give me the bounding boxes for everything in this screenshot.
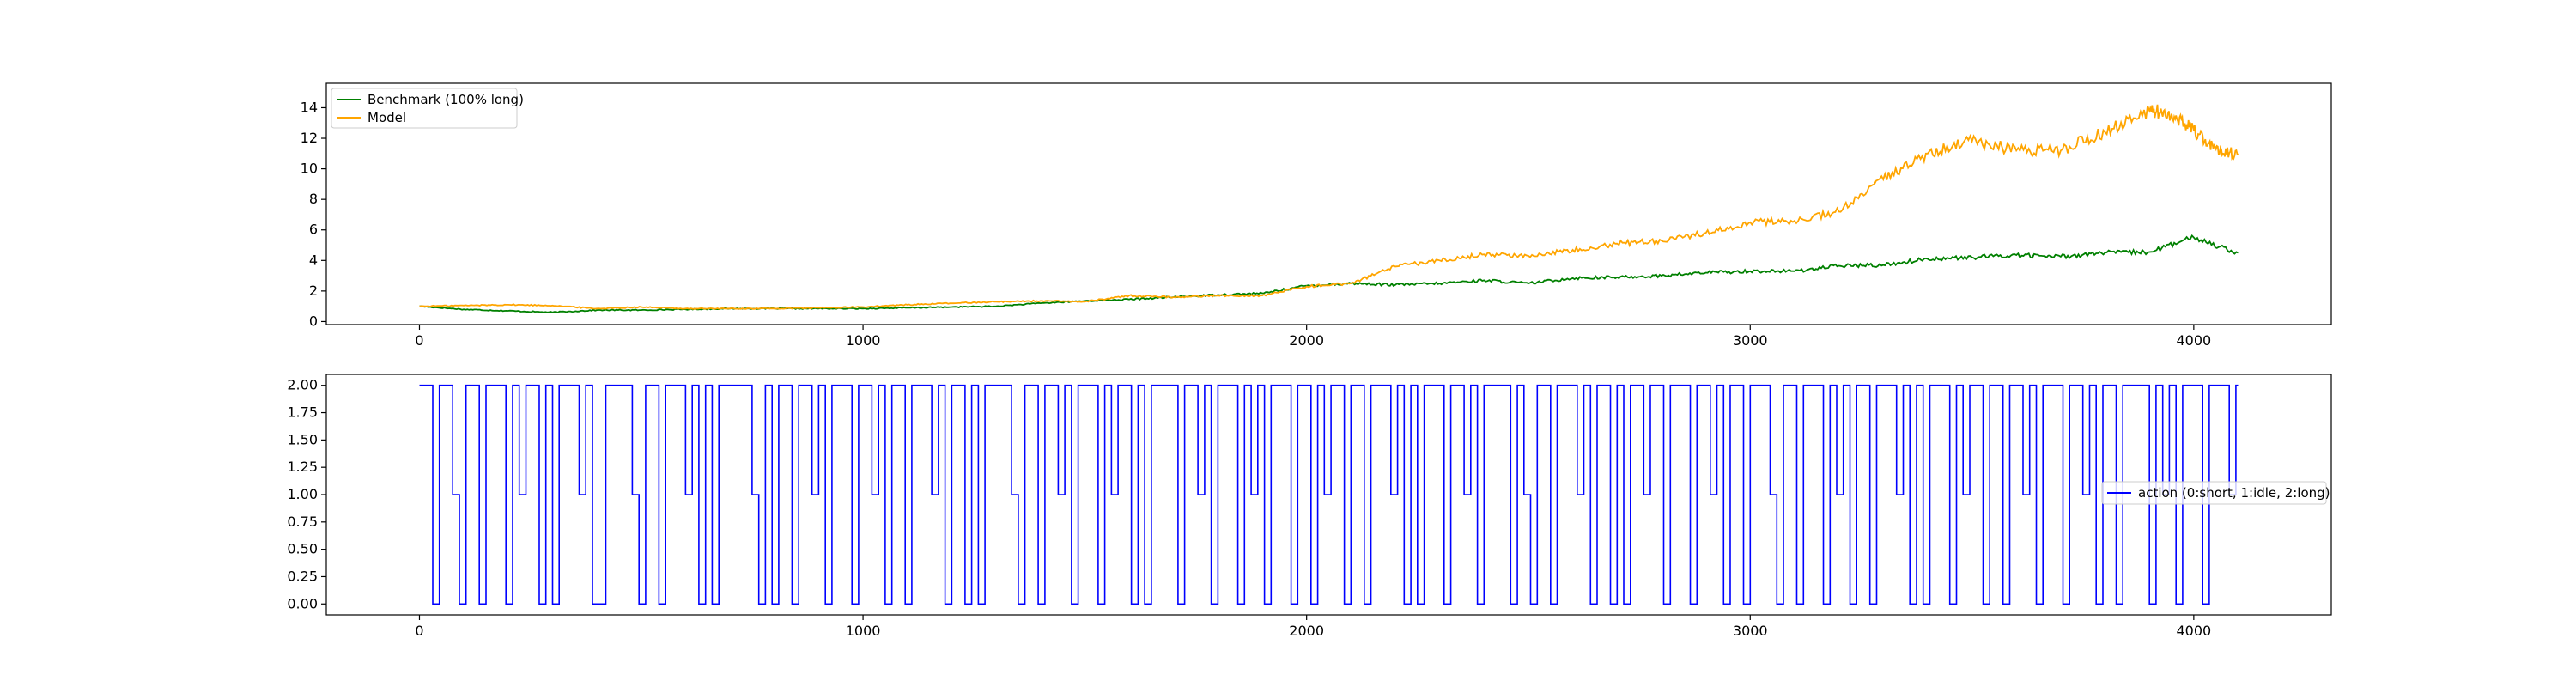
series-line-model (419, 104, 2239, 310)
y-tick-label: 14 (301, 99, 318, 115)
bottom-chart-legend: action (0:short, 1:idle, 2:long) (2101, 481, 2330, 505)
top-chart-y-axis: 0 2 4 6 8 10 12 14 (301, 99, 326, 329)
top-chart-legend: Benchmark (100% long) Model (331, 88, 524, 129)
y-tick-label: 1.25 (287, 459, 318, 475)
y-tick-label: 1.00 (287, 486, 318, 502)
series-line-action (419, 384, 2239, 605)
y-tick-label: 12 (301, 130, 318, 146)
top-chart-series (419, 104, 2239, 314)
x-tick-label: 0 (415, 623, 423, 639)
legend-label-benchmark: Benchmark (100% long) (368, 92, 524, 107)
top-legend-box (331, 88, 518, 129)
x-tick-label: 3000 (1733, 623, 1768, 639)
x-tick-label: 4000 (2176, 623, 2211, 639)
y-tick-label: 2 (309, 283, 318, 299)
x-tick-label: 4000 (2176, 332, 2211, 349)
y-tick-label: 1.75 (287, 404, 318, 421)
y-tick-label: 0 (309, 313, 318, 329)
y-tick-label: 8 (309, 191, 318, 207)
y-tick-label: 10 (301, 161, 318, 177)
legend-label-action: action (0:short, 1:idle, 2:long) (2138, 485, 2330, 501)
x-tick-label: 1000 (846, 623, 881, 639)
y-tick-label: 2.00 (287, 377, 318, 393)
top-chart-frame (325, 82, 2332, 325)
y-tick-label: 0.75 (287, 514, 318, 530)
bottom-chart-x-axis: 0 1000 2000 3000 4000 (415, 615, 2211, 639)
top-chart-x-axis: 0 1000 2000 3000 4000 (415, 325, 2211, 349)
bottom-action-chart: 0 1000 2000 3000 4000 0.00 0.25 0.50 0.75 1.00 1.… (287, 374, 2332, 639)
y-tick-label: 6 (309, 222, 318, 238)
legend-label-model: Model (368, 110, 406, 125)
y-tick-label: 0.00 (287, 595, 318, 611)
x-tick-label: 0 (415, 332, 423, 349)
bottom-chart-y-axis: 0.00 0.25 0.50 0.75 1.00 1.25 1.50 1.75 2.00 (287, 377, 326, 611)
y-tick-label: 0.50 (287, 541, 318, 557)
bottom-chart-series (419, 384, 2239, 605)
x-tick-label: 1000 (846, 332, 881, 349)
top-equity-chart: 0 1000 2000 3000 4000 0 2 4 6 8 10 12 14 Benchmark … (301, 82, 2332, 349)
y-tick-label: 1.50 (287, 431, 318, 447)
x-tick-label: 2000 (1289, 332, 1324, 349)
y-tick-label: 4 (309, 252, 318, 268)
x-tick-label: 2000 (1289, 623, 1324, 639)
x-tick-label: 3000 (1733, 332, 1768, 349)
bottom-legend-box (2101, 481, 2327, 505)
y-tick-label: 0.25 (287, 568, 318, 584)
